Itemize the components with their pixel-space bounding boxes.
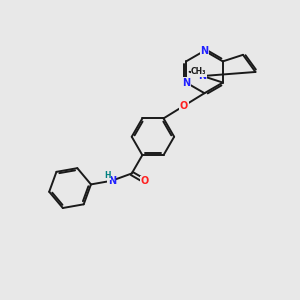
Text: O: O [141, 176, 149, 186]
Text: N: N [200, 46, 208, 56]
Text: H: H [104, 171, 111, 180]
Text: N: N [108, 176, 116, 186]
Text: CH₃: CH₃ [191, 67, 206, 76]
Text: N: N [199, 71, 207, 81]
Text: N: N [182, 78, 190, 88]
Text: O: O [180, 101, 188, 111]
